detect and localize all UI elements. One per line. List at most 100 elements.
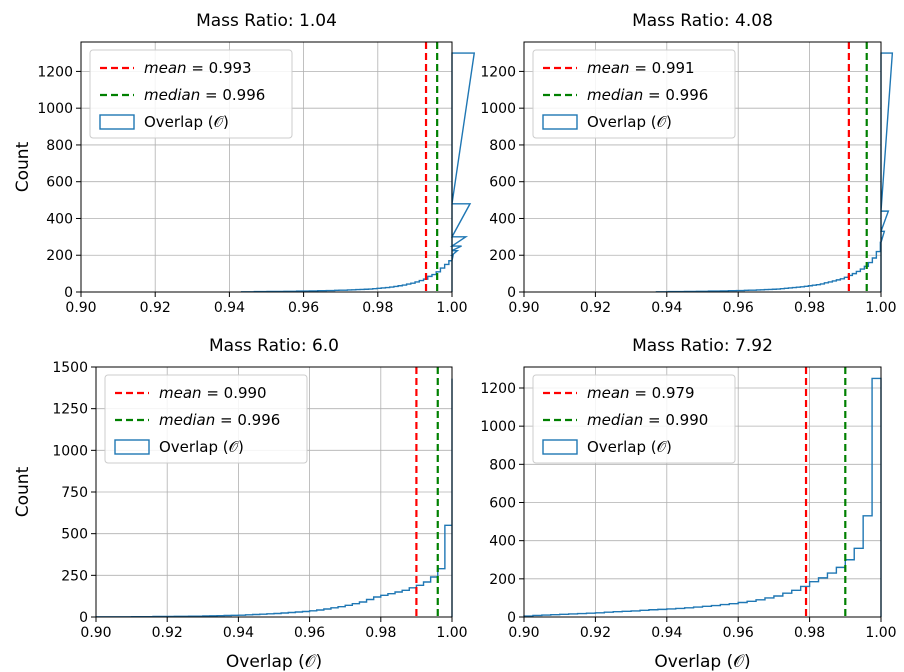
x-tick-label: 1.00 — [865, 625, 896, 641]
chart-panel-2: 0.90 0.92 0.94 0.96 0.98 1.00 0 200 400 600 800 100… — [480, 11, 896, 316]
x-tick-label: 0.94 — [651, 300, 682, 316]
x-tick-label: 0.94 — [223, 625, 254, 641]
chart-title: Mass Ratio: 4.08 — [632, 11, 773, 31]
y-tick-label: 750 — [61, 485, 88, 501]
y-tick-label: 600 — [489, 175, 516, 191]
chart-title: Mass Ratio: 6.0 — [209, 336, 339, 356]
y-tick-label: 800 — [489, 138, 516, 154]
x-tick-label: 0.98 — [362, 300, 393, 316]
x-tick-label: 0.92 — [580, 625, 611, 641]
x-tick-label: 0.92 — [140, 300, 171, 316]
y-tick-label: 250 — [61, 568, 88, 584]
legend-overlap-swatch — [542, 114, 578, 130]
y-tick-label: 400 — [489, 534, 516, 550]
chart-title: Mass Ratio: 1.04 — [196, 11, 337, 31]
x-tick-label: 0.90 — [508, 625, 539, 641]
y-tick-label: 0 — [64, 285, 73, 301]
y-tick-label: 400 — [489, 211, 516, 227]
chart-panel-4: 0.90 0.92 0.94 0.96 0.98 1.00 0 200 400 600 800 100… — [480, 336, 896, 672]
x-tick-label: 0.96 — [723, 625, 754, 641]
x-axis-label: Overlap (𝒪) — [226, 652, 322, 672]
y-tick-label: 600 — [46, 175, 73, 191]
legend-mean-word: mean — [587, 384, 630, 402]
legend-median-label: median = 0.996 — [144, 86, 265, 104]
x-tick-label: 0.94 — [214, 300, 245, 316]
x-tick-label: 1.00 — [865, 300, 896, 316]
legend-overlap-label: Overlap (𝒪) — [587, 113, 672, 131]
plot-frame — [523, 366, 882, 618]
x-tick-label: 0.96 — [288, 300, 319, 316]
y-axis-label: Count — [13, 141, 33, 192]
y-tick-label: 600 — [489, 495, 516, 511]
legend-mean-word: mean — [144, 59, 187, 77]
x-axis-label: Overlap (𝒪) — [654, 652, 750, 672]
x-tick-label: 0.94 — [651, 625, 682, 641]
legend-median-value: = 0.996 — [215, 411, 280, 429]
legend-overlap-swatch — [542, 439, 578, 455]
y-tick-label: 0 — [507, 285, 516, 301]
legend-median-value: = 0.996 — [643, 86, 708, 104]
y-tick-label: 1000 — [52, 443, 88, 459]
x-tick-label: 0.96 — [723, 300, 754, 316]
legend-box — [104, 374, 308, 464]
legend-mean-value: = 0.979 — [630, 384, 695, 402]
y-tick-label: 1200 — [37, 64, 73, 80]
legend-box — [89, 49, 293, 139]
y-tick-label: 200 — [489, 248, 516, 264]
y-tick-label: 0 — [79, 610, 88, 626]
legend-mean-word: mean — [587, 59, 630, 77]
legend-mean-label: mean = 0.991 — [587, 59, 695, 77]
x-tick-label: 0.92 — [152, 625, 183, 641]
y-tick-label: 800 — [46, 138, 73, 154]
x-tick-label: 0.90 — [508, 300, 539, 316]
y-tick-label: 200 — [46, 248, 73, 264]
legend-median-word: median — [159, 411, 215, 429]
x-tick-label: 0.98 — [794, 625, 825, 641]
legend-median-word: median — [144, 86, 200, 104]
chart-panel-1: 0.90 0.92 0.94 0.96 0.98 1.00 0 200 400 600 800 100… — [13, 11, 476, 316]
legend-mean-value: = 0.991 — [630, 59, 695, 77]
histogram-series-overlap — [95, 378, 453, 618]
y-tick-label: 500 — [61, 527, 88, 543]
y-tick-label: 1200 — [480, 64, 516, 80]
legend-box — [532, 49, 736, 139]
legend-mean-value: = 0.993 — [187, 59, 252, 77]
y-tick-label: 1500 — [52, 360, 88, 376]
x-tick-label: 0.92 — [580, 300, 611, 316]
y-tick-label: 400 — [46, 211, 73, 227]
histogram-series-overlap — [523, 377, 882, 617]
legend-median-label: median = 0.996 — [587, 86, 708, 104]
legend-median-word: median — [587, 411, 643, 429]
legend-overlap-label: Overlap (𝒪) — [587, 438, 672, 456]
legend-box — [532, 374, 736, 464]
x-tick-label: 1.00 — [436, 300, 467, 316]
y-tick-label: 1250 — [52, 402, 88, 418]
legend-mean-label: mean = 0.979 — [587, 384, 695, 402]
legend-mean-value: = 0.990 — [202, 384, 267, 402]
plot-frame — [523, 41, 882, 293]
legend-overlap-swatch — [114, 439, 150, 455]
chart-panel-3: 0.90 0.92 0.94 0.96 0.98 1.00 0 250 500 750 1000 12… — [13, 336, 468, 672]
x-tick-label: 0.90 — [65, 300, 96, 316]
plot-frame — [95, 366, 453, 618]
y-axis-label: Count — [13, 466, 33, 517]
x-tick-label: 1.00 — [436, 625, 467, 641]
legend-median-label: median = 0.990 — [587, 411, 708, 429]
legend-overlap-label: Overlap (𝒪) — [144, 113, 229, 131]
legend-mean-word: mean — [159, 384, 202, 402]
legend-overlap-label: Overlap (𝒪) — [159, 438, 244, 456]
histogram-series-overlap — [655, 52, 894, 293]
y-tick-label: 0 — [507, 610, 516, 626]
legend-median-label: median = 0.996 — [159, 411, 280, 429]
legend-median-value: = 0.996 — [200, 86, 265, 104]
plot-frame — [80, 41, 453, 293]
legend-overlap-swatch — [99, 114, 135, 130]
y-tick-label: 200 — [489, 572, 516, 588]
legend-mean-label: mean = 0.993 — [144, 59, 252, 77]
x-tick-label: 0.90 — [80, 625, 111, 641]
legend-median-word: median — [587, 86, 643, 104]
y-tick-label: 1000 — [480, 101, 516, 117]
y-tick-label: 1000 — [37, 101, 73, 117]
y-tick-label: 1000 — [480, 419, 516, 435]
